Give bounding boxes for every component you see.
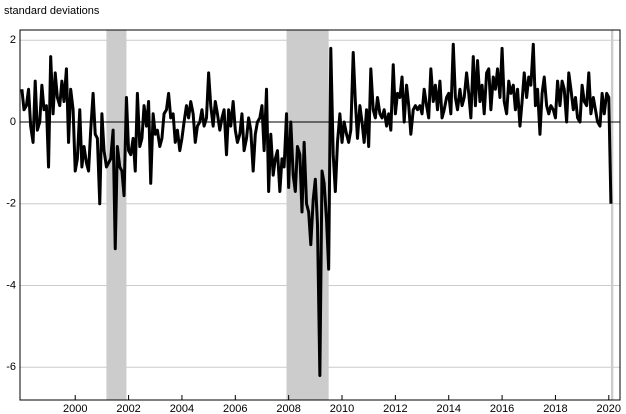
x-tick-label: 2012 — [383, 403, 407, 414]
y-tick-label: 0 — [10, 116, 16, 128]
x-tick-label: 2010 — [330, 403, 354, 414]
x-tick-label: 2002 — [116, 403, 140, 414]
x-tick-label: 2014 — [436, 403, 460, 414]
y-tick-label: -2 — [6, 198, 16, 210]
x-tick-label: 2008 — [276, 403, 300, 414]
data-line — [20, 42, 613, 377]
y-tick-label: -6 — [6, 361, 16, 373]
y-tick-label: -4 — [6, 279, 16, 291]
x-tick-label: 2018 — [543, 403, 567, 414]
plot-frame — [19, 29, 621, 401]
y-axis-label: standard deviations — [4, 5, 100, 17]
x-tick-label: 2000 — [63, 403, 87, 414]
x-tick-label: 2004 — [170, 403, 194, 414]
recession-band — [610, 30, 614, 400]
y-tick-label: 2 — [10, 34, 16, 46]
x-tick-label: 2016 — [490, 403, 514, 414]
x-tick-label: 2006 — [223, 403, 247, 414]
x-tick-label: 2020 — [597, 403, 621, 414]
